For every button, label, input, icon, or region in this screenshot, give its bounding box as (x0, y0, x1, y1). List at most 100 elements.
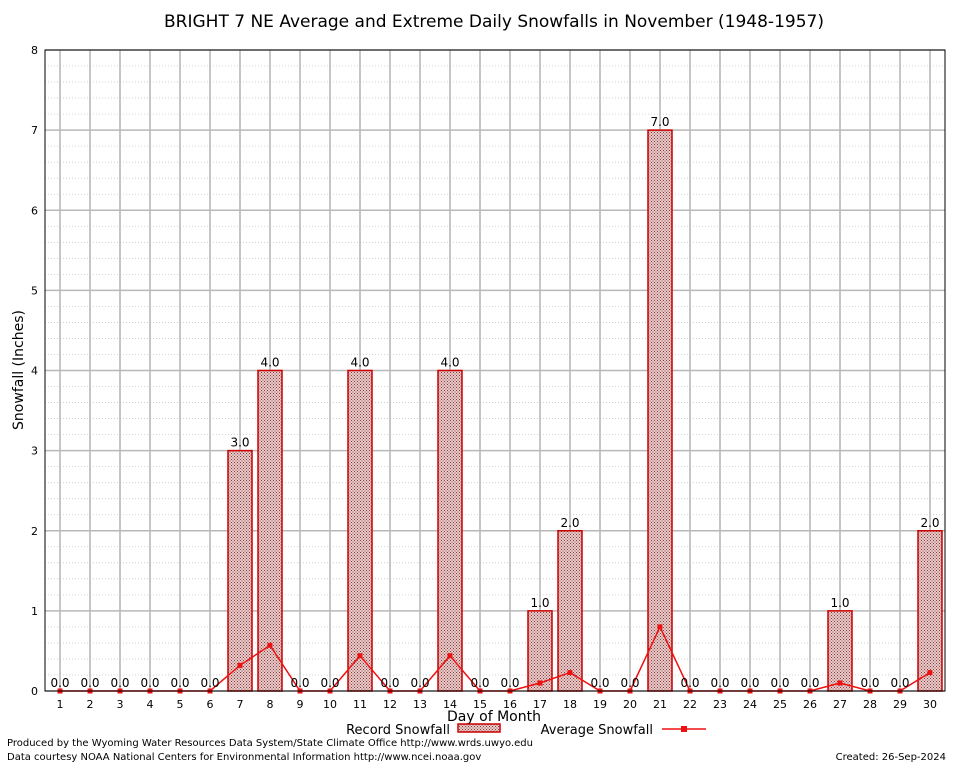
x-tick-label: 28 (863, 698, 877, 711)
bar-value-label: 0.0 (50, 676, 69, 690)
bar-value-label: 0.0 (860, 676, 879, 690)
x-tick-label: 13 (413, 698, 427, 711)
bar-value-label: 1.0 (830, 596, 849, 610)
x-tick-label: 12 (383, 698, 397, 711)
x-tick-label: 11 (353, 698, 367, 711)
average-point (837, 680, 843, 686)
footer-produced-by: Produced by the Wyoming Water Resources … (7, 738, 533, 749)
average-point (447, 653, 453, 659)
x-tick-label: 6 (207, 698, 214, 711)
x-tick-label: 4 (147, 698, 154, 711)
x-tick-label: 18 (563, 698, 577, 711)
x-tick-label: 15 (473, 698, 487, 711)
bar-value-label: 0.0 (380, 676, 399, 690)
record-bars (227, 129, 943, 692)
y-axis-label: Snowfall (Inches) (11, 310, 27, 430)
bar-value-label: 0.0 (710, 676, 729, 690)
x-tick-label: 16 (503, 698, 517, 711)
y-tick-label: 6 (31, 204, 38, 217)
x-tick-label: 8 (267, 698, 274, 711)
legend-record-label: Record Snowfall (346, 723, 450, 738)
average-point (237, 662, 243, 668)
y-tick-labels: 0 1 2 3 4 5 6 7 8 (31, 44, 38, 698)
x-tick-label: 23 (713, 698, 727, 711)
x-tick-label: 5 (177, 698, 184, 711)
bar-value-label: 0.0 (110, 676, 129, 690)
average-point (537, 680, 543, 686)
x-tick-label: 19 (593, 698, 607, 711)
x-tick-label: 27 (833, 698, 847, 711)
bar-value-label: 4.0 (440, 356, 459, 370)
bar-value-label: 4.0 (260, 356, 279, 370)
x-tick-label: 30 (923, 698, 937, 711)
footer-created-date: Created: 26-Sep-2024 (835, 752, 946, 763)
bar-value-label: 0.0 (800, 676, 819, 690)
x-tick-label: 29 (893, 698, 907, 711)
bar-value-label: 0.0 (500, 676, 519, 690)
x-tick-label: 21 (653, 698, 667, 711)
x-tick-label: 3 (117, 698, 124, 711)
x-tick-label: 14 (443, 698, 457, 711)
legend: Record Snowfall Average Snowfall (346, 723, 706, 738)
bar-value-label: 2.0 (560, 516, 579, 530)
legend-record-swatch (457, 723, 501, 733)
average-point (567, 670, 573, 676)
legend-average-label: Average Snowfall (541, 723, 653, 738)
y-tick-label: 3 (31, 445, 38, 458)
record-bar (527, 610, 553, 692)
x-tick-label: 2 (87, 698, 94, 711)
bar-value-label: 0.0 (200, 676, 219, 690)
average-point (357, 653, 363, 659)
grid-lines (45, 49, 945, 692)
bar-value-label: 1.0 (530, 596, 549, 610)
x-tick-label: 25 (773, 698, 787, 711)
y-tick-label: 4 (31, 365, 38, 378)
record-bar (347, 369, 373, 692)
bar-value-label: 7.0 (650, 115, 669, 129)
y-tick-label: 1 (31, 605, 38, 618)
y-tick-label: 8 (31, 44, 38, 57)
x-tick-label: 20 (623, 698, 637, 711)
x-tick-label: 24 (743, 698, 757, 711)
record-bar (647, 129, 673, 692)
bar-value-label: 0.0 (620, 676, 639, 690)
bar-value-label: 0.0 (170, 676, 189, 690)
average-point (927, 670, 933, 676)
x-tick-label: 17 (533, 698, 547, 711)
y-tick-label: 7 (31, 124, 38, 137)
record-bar (557, 530, 583, 692)
average-point (657, 624, 663, 630)
bar-value-label: 2.0 (920, 516, 939, 530)
x-tick-label: 22 (683, 698, 697, 711)
y-tick-label: 2 (31, 525, 38, 538)
record-bar (257, 369, 283, 692)
x-tick-label: 1 (57, 698, 64, 711)
bar-value-label: 0.0 (680, 676, 699, 690)
x-tick-label: 26 (803, 698, 817, 711)
bar-value-label: 0.0 (140, 676, 159, 690)
y-tick-label: 5 (31, 284, 38, 297)
bar-value-label: 0.0 (770, 676, 789, 690)
legend-average-marker (681, 726, 687, 732)
bar-value-labels: 0.0 0.0 0.0 0.0 0.0 0.0 3.0 4.0 0.0 0.0 4.0 0.0 0.0 4… (50, 115, 939, 690)
y-tick-label: 0 (31, 685, 38, 698)
bar-value-label: 0.0 (590, 676, 609, 690)
bar-value-label: 0.0 (290, 676, 309, 690)
bar-value-label: 0.0 (890, 676, 909, 690)
bar-value-label: 0.0 (470, 676, 489, 690)
x-tick-label: 10 (323, 698, 337, 711)
bar-value-label: 0.0 (410, 676, 429, 690)
record-bar (227, 449, 253, 692)
chart-title: BRIGHT 7 NE Average and Extreme Daily Sn… (164, 12, 824, 32)
footer-data-courtesy: Data courtesy NOAA National Centers for … (7, 752, 482, 763)
average-point (267, 642, 273, 648)
x-axis-label: Day of Month (447, 709, 541, 725)
record-bar (437, 369, 463, 692)
bar-value-label: 0.0 (320, 676, 339, 690)
bar-value-label: 3.0 (230, 436, 249, 450)
record-bar (827, 610, 853, 692)
bar-value-label: 4.0 (350, 356, 369, 370)
bar-value-label: 0.0 (740, 676, 759, 690)
x-tick-label: 7 (237, 698, 244, 711)
